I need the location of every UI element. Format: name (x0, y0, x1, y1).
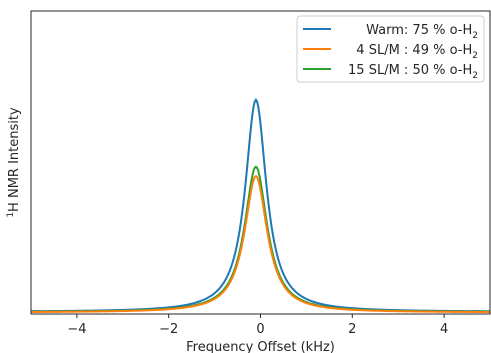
legend: Warm: 75 % o-H2 4 SL/M : 49 % o-H2 15 SL/M… (296, 15, 485, 83)
x-tick-label: −2 (159, 322, 178, 337)
x-axis-label: Frequency Offset (kHz) (186, 340, 335, 353)
series-line-0 (30, 98, 490, 313)
x-tick-label: 2 (348, 322, 356, 337)
series-lines (30, 98, 490, 314)
x-tick-label: −4 (67, 322, 86, 337)
legend-box (296, 15, 485, 83)
x-tick-label: 0 (256, 322, 264, 337)
y-axis-label: 1H NMR Intensity (6, 107, 22, 218)
legend-label-2: 15 SL/M : 50 % o-H2 (348, 63, 478, 81)
legend-label-0: Warm: 75 % o-H2 (366, 23, 478, 41)
legend-label-1: 4 SL/M : 49 % o-H2 (356, 43, 478, 61)
x-axis-ticks: −4 −2 0 2 4 (67, 314, 448, 337)
y-axis-label-superscript: 1 (6, 212, 16, 218)
x-tick-label: 4 (440, 322, 448, 337)
series-line-1 (30, 174, 490, 314)
y-axis-label-text: H NMR Intensity (7, 107, 22, 212)
